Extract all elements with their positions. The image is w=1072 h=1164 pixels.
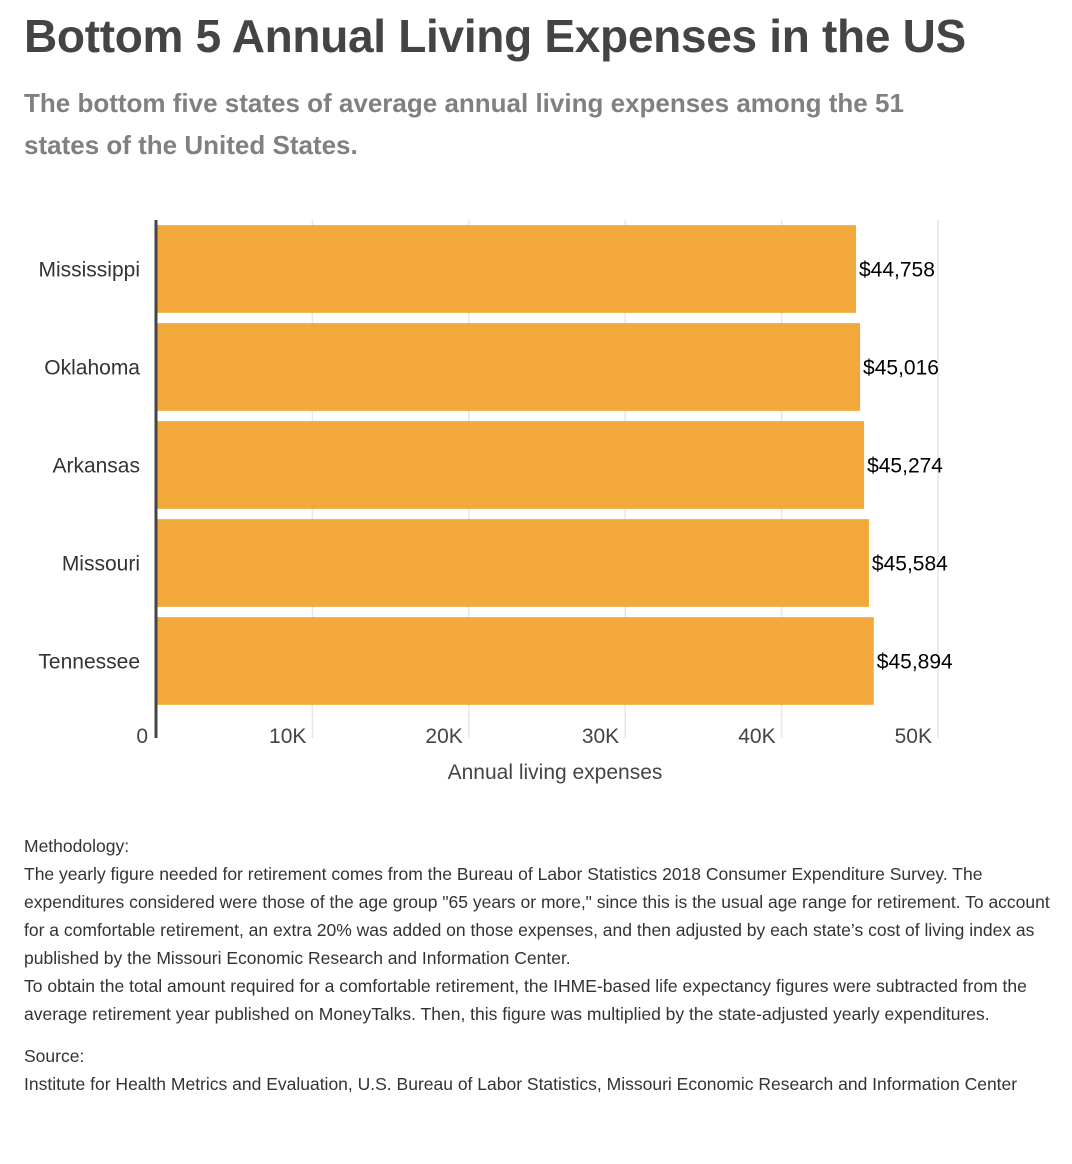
category-label: Arkansas: [52, 455, 140, 478]
methodology-paragraph-1: The yearly figure needed for retirement …: [24, 864, 1050, 968]
category-labels: Mississippi Oklahoma Arkansas Missouri Tenne…: [38, 259, 140, 674]
chart-subtitle: The bottom five states of average annual…: [24, 88, 904, 160]
category-label: Tennessee: [38, 651, 140, 674]
data-label: $45,016: [863, 357, 939, 380]
data-label: $45,894: [877, 651, 953, 674]
category-label: Mississippi: [38, 259, 140, 282]
x-axis-title: Annual living expenses: [448, 761, 663, 784]
data-label: $45,274: [867, 455, 943, 478]
data-label: $45,584: [872, 553, 948, 576]
bar-chart: $44,758 $45,016 $45,274 $45,584 $45,894 Miss…: [38, 220, 953, 784]
bar: [156, 323, 861, 411]
source-heading: Source:: [24, 1046, 85, 1066]
x-tick-label: 0: [136, 725, 148, 748]
source-text: Institute for Health Metrics and Evaluat…: [24, 1074, 1018, 1094]
x-tick-labels: 0 10K 20K 30K 40K 50K: [136, 725, 932, 748]
bar: [156, 225, 857, 313]
bar: [156, 421, 865, 509]
x-tick-label: 40K: [738, 725, 775, 748]
data-label: $44,758: [859, 259, 935, 282]
chart-title: Bottom 5 Annual Living Expenses in the U…: [24, 10, 966, 62]
data-labels: $44,758 $45,016 $45,274 $45,584 $45,894: [859, 259, 953, 674]
methodology-paragraph-2: To obtain the total amount required for …: [24, 976, 1027, 1024]
x-tick-label: 10K: [269, 725, 306, 748]
bars: [156, 225, 874, 705]
bar: [156, 617, 874, 705]
footnotes: Methodology: The yearly figure needed fo…: [24, 832, 1064, 1098]
x-tick-label: 50K: [895, 725, 932, 748]
category-label: Oklahoma: [44, 357, 140, 380]
x-tick-label: 20K: [425, 725, 462, 748]
methodology-heading: Methodology:: [24, 836, 130, 856]
category-label: Missouri: [62, 553, 140, 576]
bar: [156, 519, 869, 607]
x-tick-label: 30K: [582, 725, 619, 748]
